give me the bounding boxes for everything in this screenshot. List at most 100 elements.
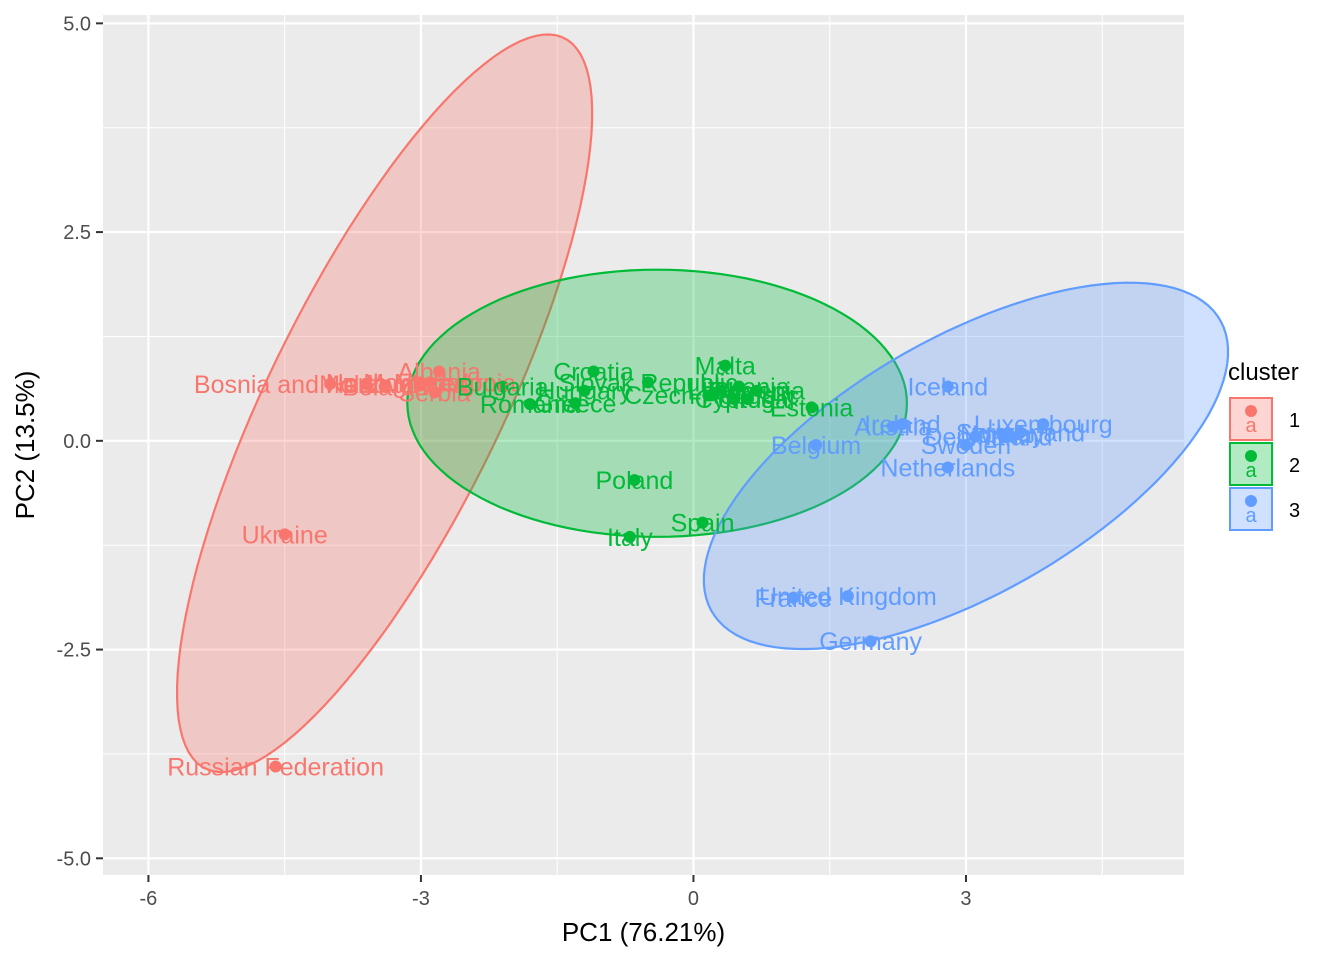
data-point: [378, 380, 391, 393]
cluster-ellipses: [176, 33, 1230, 774]
point-label: North Macedonia: [326, 369, 516, 397]
point-label: Moldova: [319, 371, 414, 399]
point-label: Denmark: [924, 424, 1026, 452]
data-point: [496, 380, 509, 393]
point-label: Hungary: [537, 378, 632, 406]
point-label: Sweden: [921, 432, 1011, 460]
cluster-ellipse-1: [176, 33, 594, 774]
data-point: [732, 380, 745, 393]
data-point: [841, 590, 854, 603]
data-point: [428, 386, 441, 399]
point-label: Croatia: [553, 359, 634, 387]
point-label: Germany: [819, 628, 922, 656]
x-tick-label: 0: [688, 888, 699, 910]
data-point: [623, 530, 636, 543]
point-label: Czech Republic: [624, 382, 799, 410]
point-label: Switzerland: [956, 419, 1085, 447]
legend-entry-label: 2: [1289, 455, 1300, 477]
legend-key-label-glyph: a: [1245, 505, 1257, 527]
data-point: [587, 365, 600, 378]
point-label: Slovak Republic: [558, 369, 737, 397]
legend-key-label-glyph: a: [1245, 460, 1257, 482]
data-point: [278, 528, 291, 541]
point-label: Iceland: [908, 374, 989, 402]
cluster-ellipse-3: [702, 281, 1230, 651]
data-point: [360, 378, 373, 391]
point-label: Romania: [480, 391, 580, 419]
data-point: [896, 418, 909, 431]
y-axis-label: PC2 (13.5%): [10, 371, 40, 520]
data-point: [324, 378, 337, 391]
point-label: Montenegro: [363, 369, 496, 397]
legend: cluster a 1 a 2 a 3: [1228, 359, 1300, 531]
point-label: France: [754, 585, 832, 613]
point-label: Belarus: [342, 374, 427, 402]
data-point: [996, 428, 1009, 441]
legend-key-point: [1245, 405, 1257, 417]
data-point: [714, 384, 727, 397]
data-point: [864, 635, 877, 648]
legend-entry-label: 1: [1289, 410, 1300, 432]
point-label: Portugal: [701, 386, 794, 414]
data-point: [523, 398, 536, 411]
legend-title: cluster: [1228, 359, 1299, 386]
point-label: Malta: [695, 353, 756, 381]
legend-key-point: [1245, 450, 1257, 462]
data-point: [969, 430, 982, 443]
point-label: Lithuania: [688, 374, 790, 402]
point-label: Italy: [607, 524, 653, 552]
data-point: [728, 393, 741, 406]
point-label: Belgium: [771, 432, 861, 460]
data-point: [887, 420, 900, 433]
point-label: Ukraine: [242, 521, 328, 549]
y-tick-label: -5.0: [57, 848, 91, 870]
x-tick-label: 3: [960, 888, 971, 910]
point-label: United Kingdom: [759, 583, 937, 611]
x-tick-label: -3: [412, 888, 430, 910]
point-label: Bulgaria: [457, 374, 549, 402]
point-label: Russian Federation: [167, 753, 384, 781]
data-point: [578, 384, 591, 397]
data-point: [741, 393, 754, 406]
data-point: [810, 439, 823, 451]
data-point: [433, 365, 446, 378]
point-label: Ireland: [864, 411, 940, 439]
data-point: [1037, 418, 1050, 431]
data-point: [1014, 426, 1027, 439]
data-point: [696, 516, 709, 529]
data-point: [751, 384, 764, 397]
data-point: [805, 401, 818, 414]
point-label: Luxembourg: [974, 411, 1113, 439]
data-point: [959, 439, 972, 451]
data-point: [787, 591, 800, 604]
point-label: Austria: [854, 414, 932, 442]
point-label: Slovenia: [709, 378, 805, 406]
point-label: Finland: [970, 424, 1052, 452]
cluster-ellipse-2: [406, 268, 909, 538]
x-axis-ticks: -6 -3 0 3: [140, 875, 972, 910]
point-label: Bosnia and Herzegovina: [194, 371, 466, 399]
data-point: [642, 376, 655, 389]
data-point: [941, 380, 954, 393]
legend-key-label-glyph: a: [1245, 415, 1257, 437]
data-point: [269, 760, 282, 773]
data-point: [1005, 430, 1018, 443]
y-tick-label: 2.5: [63, 222, 91, 244]
data-point: [705, 388, 718, 401]
point-label: Cyprus: [695, 386, 774, 414]
point-label: Albania: [397, 359, 480, 387]
data-point: [719, 359, 732, 372]
x-tick-label: -6: [140, 888, 158, 910]
data-point: [424, 376, 437, 389]
point-label: Poland: [595, 467, 673, 495]
y-tick-label: -2.5: [57, 640, 91, 662]
point-label: Spain: [671, 510, 735, 538]
point-label: Norway: [960, 421, 1045, 449]
legend-key-point: [1245, 495, 1257, 507]
y-axis-ticks: -5.0 -2.5 0.0 2.5 5.0: [57, 13, 103, 870]
data-point: [414, 376, 427, 389]
point-label: Latvia: [687, 378, 754, 406]
point-label: Serbia: [398, 379, 470, 407]
